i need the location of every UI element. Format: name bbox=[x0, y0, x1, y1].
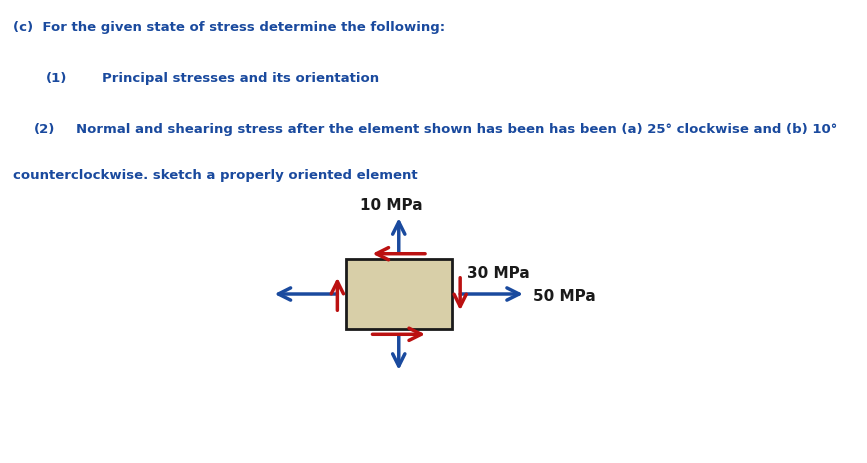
Text: (2): (2) bbox=[34, 123, 55, 136]
Text: 30 MPa: 30 MPa bbox=[467, 266, 530, 281]
Text: (1): (1) bbox=[46, 72, 68, 85]
Text: 50 MPa: 50 MPa bbox=[533, 289, 596, 304]
Text: 10 MPa: 10 MPa bbox=[360, 198, 422, 213]
Text: Normal and shearing stress after the element shown has been has been (a) 25° clo: Normal and shearing stress after the ele… bbox=[75, 123, 837, 136]
Bar bbox=[346, 259, 452, 329]
Text: Principal stresses and its orientation: Principal stresses and its orientation bbox=[102, 72, 380, 85]
Text: (c)  For the given state of stress determine the following:: (c) For the given state of stress determ… bbox=[13, 21, 445, 34]
Text: counterclockwise. sketch a properly oriented element: counterclockwise. sketch a properly orie… bbox=[13, 169, 417, 182]
